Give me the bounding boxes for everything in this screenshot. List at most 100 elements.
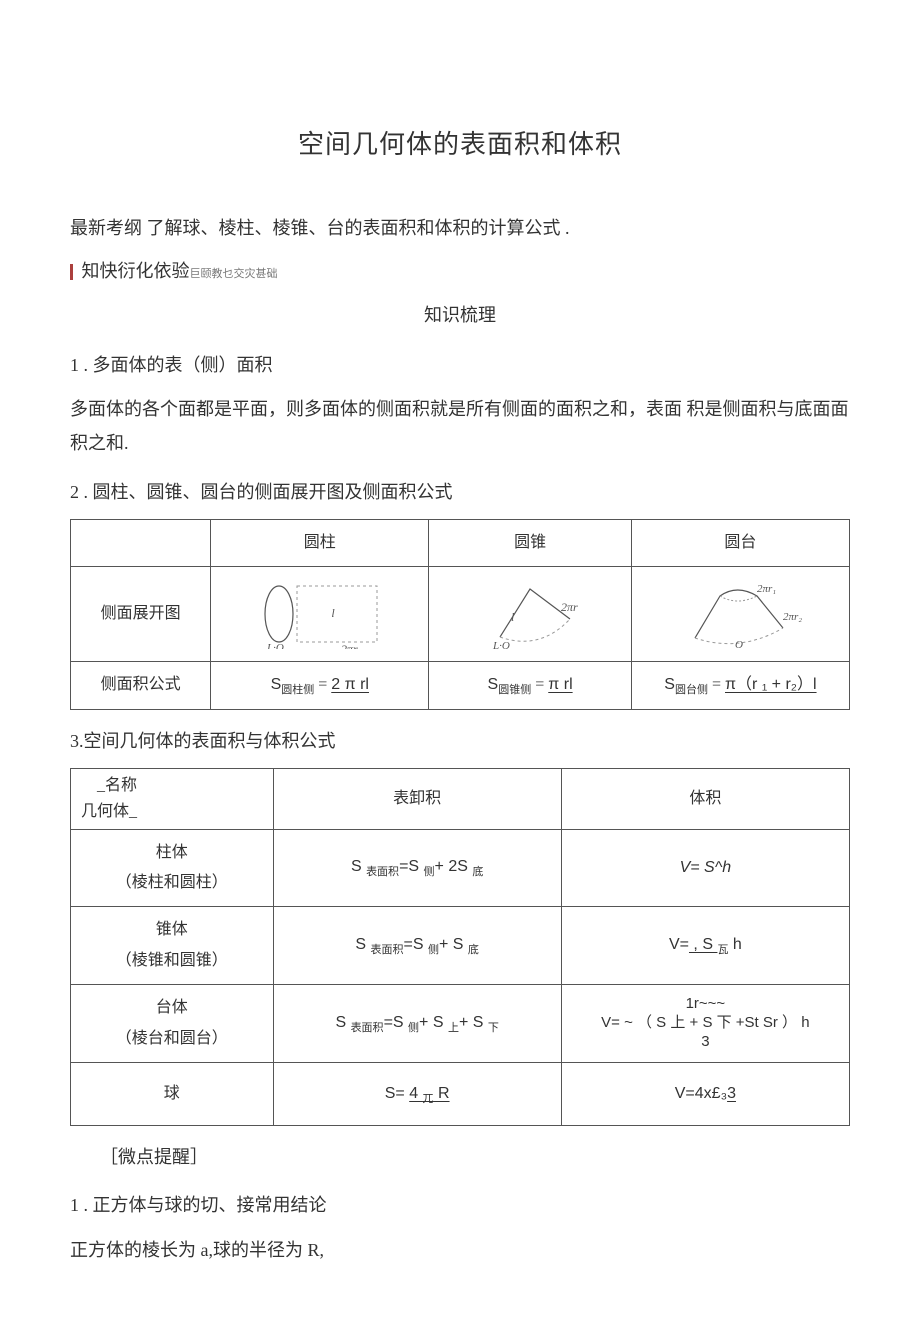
table-row: 锥体 （棱锥和圆锥） S 表面积=S 侧+ S 底 V= , S 瓦 h xyxy=(71,907,850,985)
table-cell: 球 xyxy=(71,1062,274,1125)
heading-3: 3.空间几何体的表面积与体积公式 xyxy=(70,724,850,758)
s-pre: S xyxy=(335,1014,350,1031)
table-row: 台体 （棱台和圆台） S 表面积=S 侧+ S 上+ S 下 1r~~~ V= … xyxy=(71,985,850,1063)
s-pre: S xyxy=(355,936,370,953)
v-pre: V= xyxy=(669,936,689,953)
v-top: 1r~~~ xyxy=(686,995,726,1012)
paragraph-1: 多面体的各个面都是平面，则多面体的侧面积就是所有侧面的面积之和，表面 积是侧面积… xyxy=(70,392,850,460)
formula-text: S xyxy=(488,676,499,693)
table-cell: S= 4 兀 R xyxy=(273,1062,561,1125)
s-sub3: 上 xyxy=(448,1022,459,1034)
formula-val: 2 π rl xyxy=(331,676,369,693)
table-cell: S圆台侧 = π（r ₁ + r₂）l xyxy=(631,662,849,710)
intro-paragraph: 最新考纲 了解球、棱柱、棱锥、台的表面积和体积的计算公式 . xyxy=(70,211,850,245)
v-ul: , S xyxy=(689,936,717,953)
diagram-cone: 2πr l L·O xyxy=(429,567,632,662)
svg-text:l: l xyxy=(511,610,515,624)
table-row: 柱体 （棱柱和圆柱） S 表面积=S 侧+ 2S 底 V= S^h xyxy=(71,829,850,907)
s-mid: =S xyxy=(404,936,428,953)
formula-text: S xyxy=(271,676,282,693)
v-tail: h xyxy=(728,936,741,953)
table-row: 圆柱 圆锥 圆台 xyxy=(71,519,850,566)
table-2: _名称 几何体_ 表卸积 体积 柱体 （棱柱和圆柱） S 表面积=S 侧+ 2S… xyxy=(70,768,850,1126)
table-cell: 圆台 xyxy=(631,519,849,566)
s-sub2: 侧 xyxy=(428,944,439,956)
formula-val: π（r ₁ + r₂）l xyxy=(725,676,817,693)
s-mid: =S xyxy=(399,858,423,875)
formula-eq: = xyxy=(314,676,331,693)
s-sub: 表面积 xyxy=(366,867,399,879)
formula-sub: 圆台侧 xyxy=(675,684,708,696)
paragraph-4: 正方体的棱长为 a,球的半径为 R, xyxy=(70,1233,850,1267)
diagram-cylinder: l 2πr L·O xyxy=(211,567,429,662)
svg-text:l: l xyxy=(331,606,335,620)
table-cell: 圆锥 xyxy=(429,519,632,566)
table-cell: S圆锥侧 = π rl xyxy=(429,662,632,710)
formula-val: π rl xyxy=(548,676,572,693)
row-name-top: 锥体 xyxy=(156,921,188,938)
s-sub: 表面积 xyxy=(351,1022,384,1034)
s-mid: =S xyxy=(384,1014,408,1031)
svg-text:L·O: L·O xyxy=(492,640,510,649)
table-cell: 侧面展开图 xyxy=(71,567,211,662)
table-row: 侧面展开图 l 2πr L·O 2πr l L·O xyxy=(71,567,850,662)
table-cell: 侧面积公式 xyxy=(71,662,211,710)
row-name-top: 柱体 xyxy=(156,844,188,861)
table-cell: S 表面积=S 侧+ S 上+ S 下 xyxy=(273,985,561,1063)
knowledge-bar: 知快衍化依验巨颐教乜交灾甚础 xyxy=(70,254,850,288)
s-tail: + S xyxy=(419,1014,448,1031)
s-sub3: 底 xyxy=(472,867,483,879)
page-title: 空间几何体的表面积和体积 xyxy=(70,120,850,169)
table-cell: 锥体 （棱锥和圆锥） xyxy=(71,907,274,985)
s-tail: + S xyxy=(439,936,468,953)
diagram-frustum: 2πr₁ 2πr₂ O xyxy=(631,567,849,662)
heading-2: 2 . 圆柱、圆锥、圆台的侧面展开图及侧面积公式 xyxy=(70,475,850,509)
table-cell: 柱体 （棱柱和圆柱） xyxy=(71,829,274,907)
row-name-bottom: （棱台和圆台） xyxy=(116,1030,228,1047)
knowledge-bar-text: 知快衍化依验 xyxy=(82,261,190,281)
table-cell: 1r~~~ V= ~ （ S 上 + S 下 +St Sr ） h 3 xyxy=(561,985,849,1063)
v-bot: 3 xyxy=(701,1033,709,1050)
table-cell: S圆柱侧 = 2 π rl xyxy=(211,662,429,710)
table-row: _名称 几何体_ 表卸积 体积 xyxy=(71,769,850,829)
row-name-bottom: （棱柱和圆柱） xyxy=(116,874,228,891)
svg-text:2πr: 2πr xyxy=(341,642,358,649)
s-sub: 表面积 xyxy=(371,944,404,956)
s-ul: 4 兀 R xyxy=(409,1085,449,1102)
formula-sub: 圆锥侧 xyxy=(498,684,531,696)
table-cell: S 表面积=S 侧+ S 底 xyxy=(273,907,561,985)
formula-text: S xyxy=(664,676,675,693)
s-sub2: 侧 xyxy=(408,1022,419,1034)
s-pre: S= xyxy=(385,1085,409,1102)
row-name-bottom: （棱锥和圆锥） xyxy=(116,952,228,969)
table-header-cell: 表卸积 xyxy=(273,769,561,829)
svg-text:O: O xyxy=(735,639,743,650)
v-mid: V= ~ （ S 上 + S 下 +St Sr ） h xyxy=(601,1014,809,1031)
s-sub4: 下 xyxy=(488,1022,499,1034)
table-cell: 圆柱 xyxy=(211,519,429,566)
s-pre: S xyxy=(351,858,366,875)
section-heading: 知识梳理 xyxy=(70,298,850,332)
s-tail: + 2S xyxy=(435,858,473,875)
table-cell: 台体 （棱台和圆台） xyxy=(71,985,274,1063)
v-pre: V=4x£₃ xyxy=(675,1085,727,1102)
knowledge-bar-small: 巨颐教乜交灾甚础 xyxy=(190,268,278,280)
v-ul: 3 xyxy=(727,1085,736,1102)
table-cell: V= S^h xyxy=(561,829,849,907)
table-1: 圆柱 圆锥 圆台 侧面展开图 l 2πr L·O 2πr l xyxy=(70,519,850,710)
document-page: 空间几何体的表面积和体积 最新考纲 了解球、棱柱、棱锥、台的表面积和体积的计算公… xyxy=(0,0,920,1335)
heading-4: 1 . 正方体与球的切、接常用结论 xyxy=(70,1188,850,1222)
formula-sub: 圆柱侧 xyxy=(281,684,314,696)
svg-text:2πr: 2πr xyxy=(561,600,578,614)
v-text: V= S^h xyxy=(680,859,732,876)
s-sub3: 底 xyxy=(468,944,479,956)
table-cell xyxy=(71,519,211,566)
row-name-top: 台体 xyxy=(156,999,188,1016)
heading-1: 1 . 多面体的表（侧）面积 xyxy=(70,348,850,382)
svg-text:2πr₁: 2πr₁ xyxy=(757,583,776,595)
tip-label: ［微点提醒］ xyxy=(70,1140,850,1174)
table-header-cell: _名称 几何体_ xyxy=(71,769,274,829)
table-cell: S 表面积=S 侧+ 2S 底 xyxy=(273,829,561,907)
s-sub2: 侧 xyxy=(424,867,435,879)
hdr-bottom: 几何体_ xyxy=(81,803,137,820)
